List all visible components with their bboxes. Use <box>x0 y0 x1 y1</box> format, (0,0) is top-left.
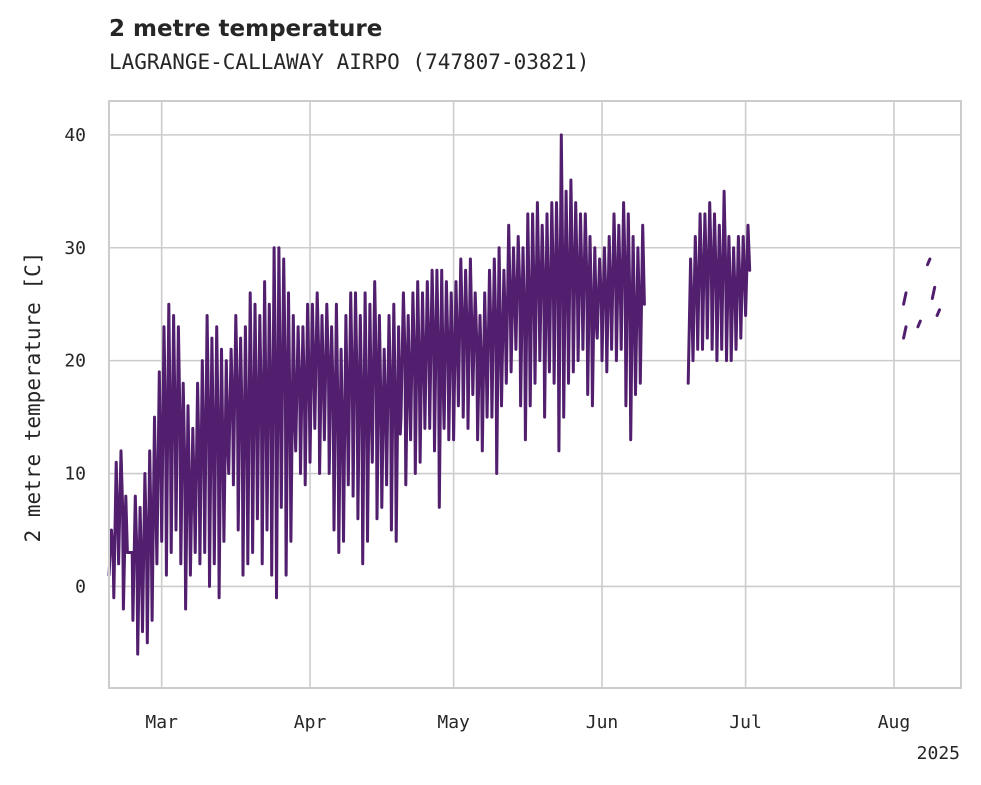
temperature-line-segment <box>930 285 937 300</box>
temperature-line-segment <box>916 319 922 329</box>
y-tick-label: 20 <box>64 351 86 372</box>
x-axis-year-label: 2025 <box>917 743 960 764</box>
y-tick-label: 30 <box>64 238 86 259</box>
plot-frame <box>108 100 962 689</box>
x-tick-label: Mar <box>145 712 178 733</box>
chart-subtitle: LAGRANGE-CALLAWAY AIRPO (747807-03821) <box>109 50 590 74</box>
y-tick-label: 10 <box>64 464 86 485</box>
x-tick-label: Apr <box>294 712 327 733</box>
y-tick-label: 40 <box>64 125 86 146</box>
temperature-line-segment <box>107 133 646 656</box>
x-tick-label: May <box>437 712 470 733</box>
x-tick-label: Jun <box>586 712 619 733</box>
y-tick-label: 0 <box>75 576 86 597</box>
y-axis-label: 2 metre temperature [C] <box>21 252 45 543</box>
temperature-line-segment <box>926 257 932 267</box>
temperature-line-segment <box>902 291 908 306</box>
temperature-line-segment <box>902 325 908 340</box>
x-axis-ticks: Mar Apr May Jun Jul Aug <box>145 712 910 733</box>
chart-title: 2 metre temperature <box>109 16 383 42</box>
x-tick-label: Jul <box>729 712 762 733</box>
temperature-line-segment <box>686 189 752 385</box>
temperature-line-segment <box>935 308 941 317</box>
temperature-series <box>107 133 941 656</box>
y-axis-ticks: 0 10 20 30 40 <box>64 125 86 598</box>
x-tick-label: Aug <box>878 712 911 733</box>
